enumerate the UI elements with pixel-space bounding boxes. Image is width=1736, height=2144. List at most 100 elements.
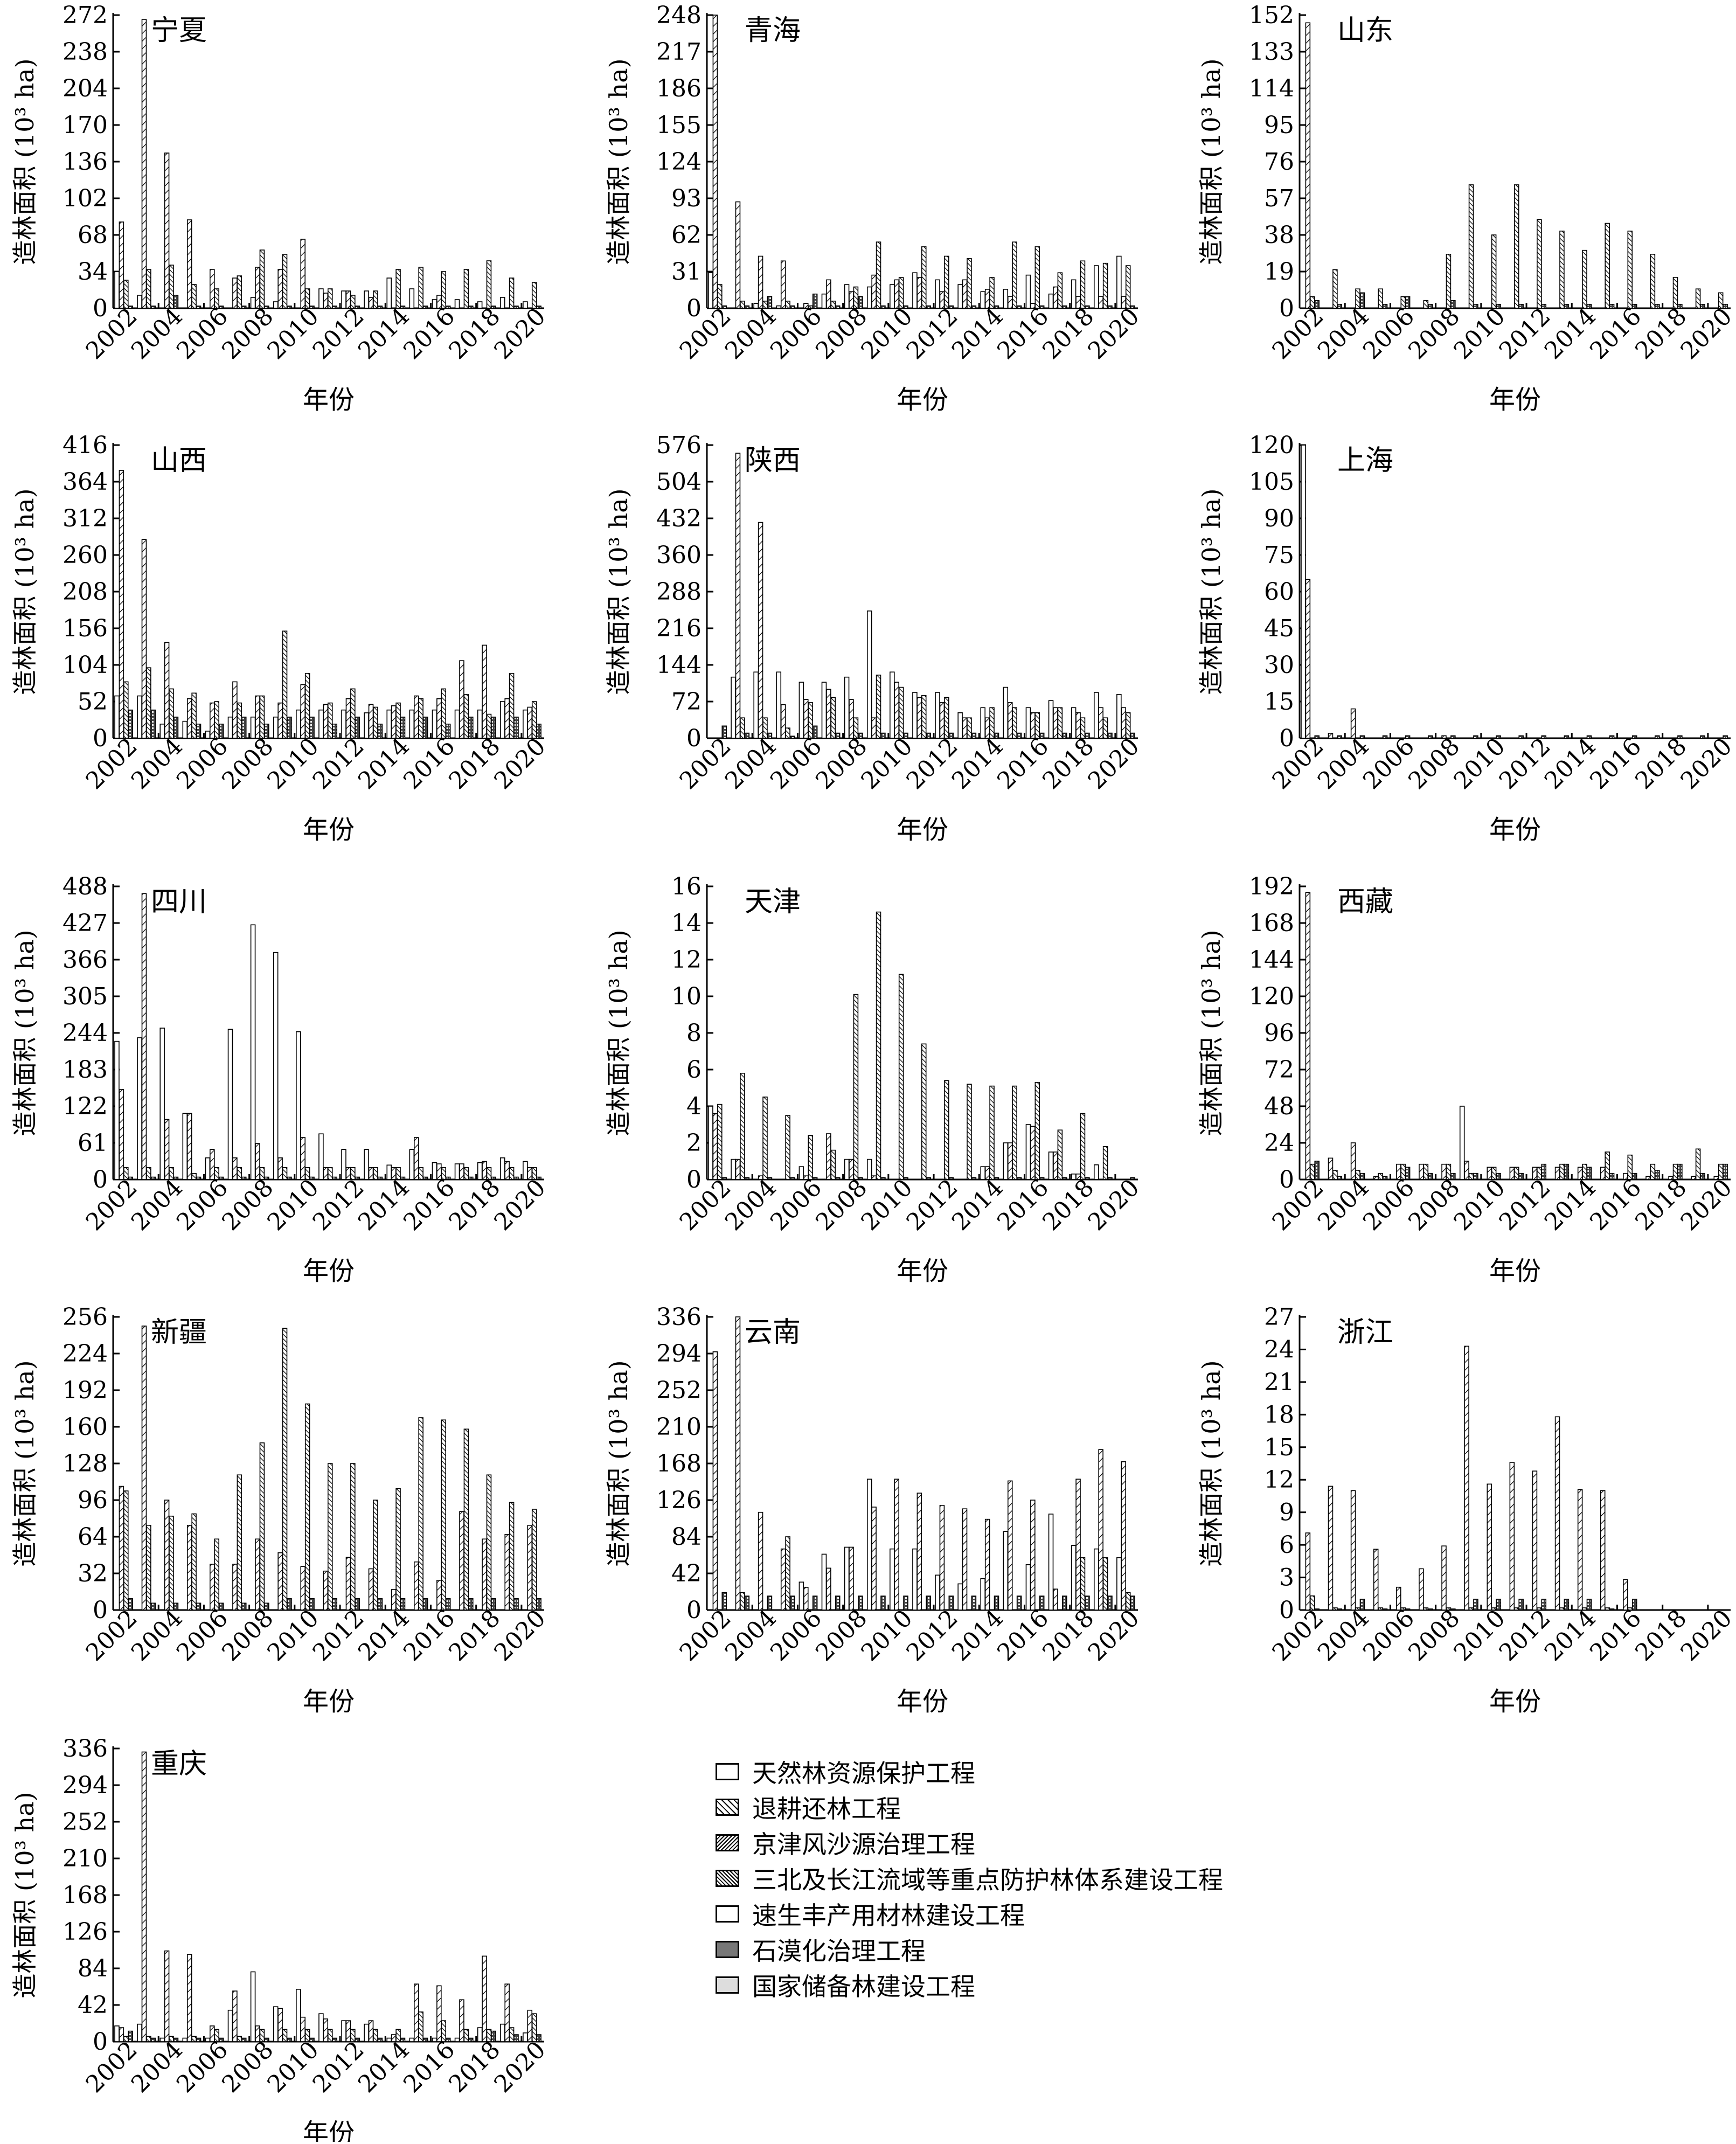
- x-tick-label: 2010: [856, 1605, 918, 1667]
- shelterbelt-bar: [1085, 1595, 1090, 1611]
- shelterbelt-bar: [513, 306, 519, 309]
- shelterbelt-bar: [1107, 1595, 1113, 1611]
- shelterbelt-bar: [1039, 1177, 1045, 1180]
- sandstorm-source-bar: [1513, 1607, 1519, 1611]
- natural-forest-bar: [205, 1157, 211, 1180]
- y-tick-label: 10: [671, 983, 702, 1010]
- grain-for-green-bar: [232, 1564, 238, 1611]
- natural-forest-bar: [798, 1166, 804, 1180]
- x-tick-label: 2014: [1539, 1174, 1601, 1236]
- shelterbelt-bar: [218, 306, 224, 309]
- shelterbelt-bar: [1382, 735, 1388, 739]
- grain-for-green-bar: [916, 277, 922, 309]
- y-axis-label: 造林面积 (10³ ha): [1197, 58, 1226, 265]
- sandstorm-source-bar: [350, 688, 356, 739]
- shelterbelt-bar: [880, 732, 886, 739]
- y-tick-label: 95: [1264, 112, 1294, 139]
- x-tick-label: 2018: [443, 733, 505, 795]
- shelterbelt-bar: [926, 1177, 931, 1180]
- shelterbelt-bar: [377, 306, 383, 309]
- grain-for-green-bar: [1554, 1416, 1560, 1611]
- shelterbelt-bar: [1382, 1176, 1388, 1180]
- natural-forest-bar: [250, 1971, 256, 2042]
- y-tick-label: 96: [78, 1487, 108, 1514]
- x-tick-label: 2020: [1675, 303, 1736, 365]
- shelterbelt-bar: [903, 1177, 908, 1180]
- legend-label: 三北及长江流域等重点防护林体系建设工程: [752, 1865, 1223, 1895]
- natural-forest-bar: [1116, 255, 1122, 309]
- y-tick-label: 0: [93, 1166, 108, 1194]
- legend-label: 天然林资源保护工程: [752, 1759, 975, 1788]
- shelterbelt-bar: [926, 732, 931, 739]
- y-tick-label: 128: [63, 1450, 108, 1477]
- natural-forest-bar: [866, 1479, 872, 1611]
- sandstorm-source-bar: [1513, 184, 1519, 309]
- shelterbelt-bar: [150, 1176, 156, 1180]
- shelterbelt-bar: [721, 1592, 727, 1611]
- shelterbelt-bar: [767, 732, 773, 739]
- sandstorm-source-bar: [1582, 249, 1587, 309]
- shelterbelt-bar: [1631, 735, 1637, 739]
- grain-for-green-bar: [1691, 1176, 1696, 1180]
- shelterbelt-bar: [491, 2030, 496, 2042]
- grain-for-green-bar: [255, 1538, 260, 1611]
- x-tick-label: 2006: [765, 1605, 827, 1667]
- grain-for-green-bar: [758, 522, 763, 739]
- natural-forest-bar: [1301, 445, 1306, 739]
- sandstorm-source-bar: [1034, 246, 1040, 309]
- x-tick-label: 2018: [443, 303, 505, 365]
- x-tick-label: 2010: [856, 1174, 918, 1236]
- natural-forest-bar: [523, 1161, 528, 1180]
- shelterbelt-bar: [767, 296, 773, 309]
- shelterbelt-bar: [468, 2037, 474, 2042]
- natural-forest-bar: [890, 284, 895, 309]
- shelterbelt-bar: [400, 2037, 406, 2042]
- natural-forest-bar: [364, 2023, 369, 2042]
- x-tick-label: 2014: [1539, 733, 1601, 795]
- shelterbelt-bar: [1016, 1177, 1022, 1180]
- sandstorm-source-bar: [808, 702, 813, 739]
- shelterbelt-bar: [994, 305, 999, 309]
- natural-forest-bar: [844, 284, 850, 309]
- grain-for-green-bar: [1075, 1479, 1081, 1611]
- shelterbelt-bar: [1677, 1163, 1683, 1180]
- legend-label: 石漠化治理工程: [752, 1937, 926, 1966]
- y-tick-label: 105: [1249, 468, 1294, 496]
- sandstorm-source-bar: [373, 1500, 378, 1611]
- grain-for-green-bar: [504, 1161, 510, 1180]
- grain-for-green-bar: [871, 274, 877, 309]
- y-axis-label: 造林面积 (10³ ha): [10, 58, 39, 265]
- grain-for-green-bar: [368, 704, 374, 739]
- x-tick-label: 2020: [1675, 1605, 1736, 1667]
- sandstorm-source-bar: [237, 1474, 242, 1611]
- sandstorm-source-bar: [191, 692, 197, 739]
- x-tick-label: 2020: [489, 1605, 551, 1667]
- y-tick-label: 42: [671, 1560, 702, 1587]
- legend-label: 京津风沙源治理工程: [752, 1830, 975, 1859]
- natural-forest-bar: [798, 1581, 804, 1611]
- natural-forest-bar: [866, 286, 872, 309]
- natural-forest-bar: [477, 301, 483, 309]
- shelterbelt-bar: [400, 306, 406, 309]
- grain-for-green-bar: [1305, 22, 1311, 309]
- sandstorm-source-bar: [327, 1167, 333, 1180]
- shelterbelt-bar: [264, 724, 269, 739]
- sandstorm-source-bar: [740, 717, 745, 739]
- sandstorm-source-bar: [191, 1513, 197, 1611]
- sandstorm-source-bar: [967, 258, 972, 309]
- sandstorm-source-bar: [1695, 288, 1701, 309]
- shelterbelt-bar: [422, 2037, 428, 2042]
- grain-for-green-bar: [1030, 1126, 1036, 1180]
- y-tick-label: 248: [656, 2, 702, 29]
- shelterbelt-bar: [1631, 304, 1637, 309]
- x-axis-label: 年份: [303, 815, 355, 845]
- sandstorm-source-bar: [146, 1524, 151, 1611]
- y-tick-label: 170: [63, 112, 108, 139]
- grain-for-green-bar: [1007, 1480, 1013, 1611]
- x-tick-label: 2012: [308, 2036, 370, 2098]
- sandstorm-source-bar: [1559, 1607, 1565, 1611]
- sandstorm-source-bar: [1125, 265, 1131, 309]
- shelterbelt-bar: [767, 1595, 773, 1611]
- grain-for-green-bar: [1509, 1462, 1515, 1611]
- chart-panel-13: 0428412616821025229433620022004200620082…: [10, 1735, 551, 2144]
